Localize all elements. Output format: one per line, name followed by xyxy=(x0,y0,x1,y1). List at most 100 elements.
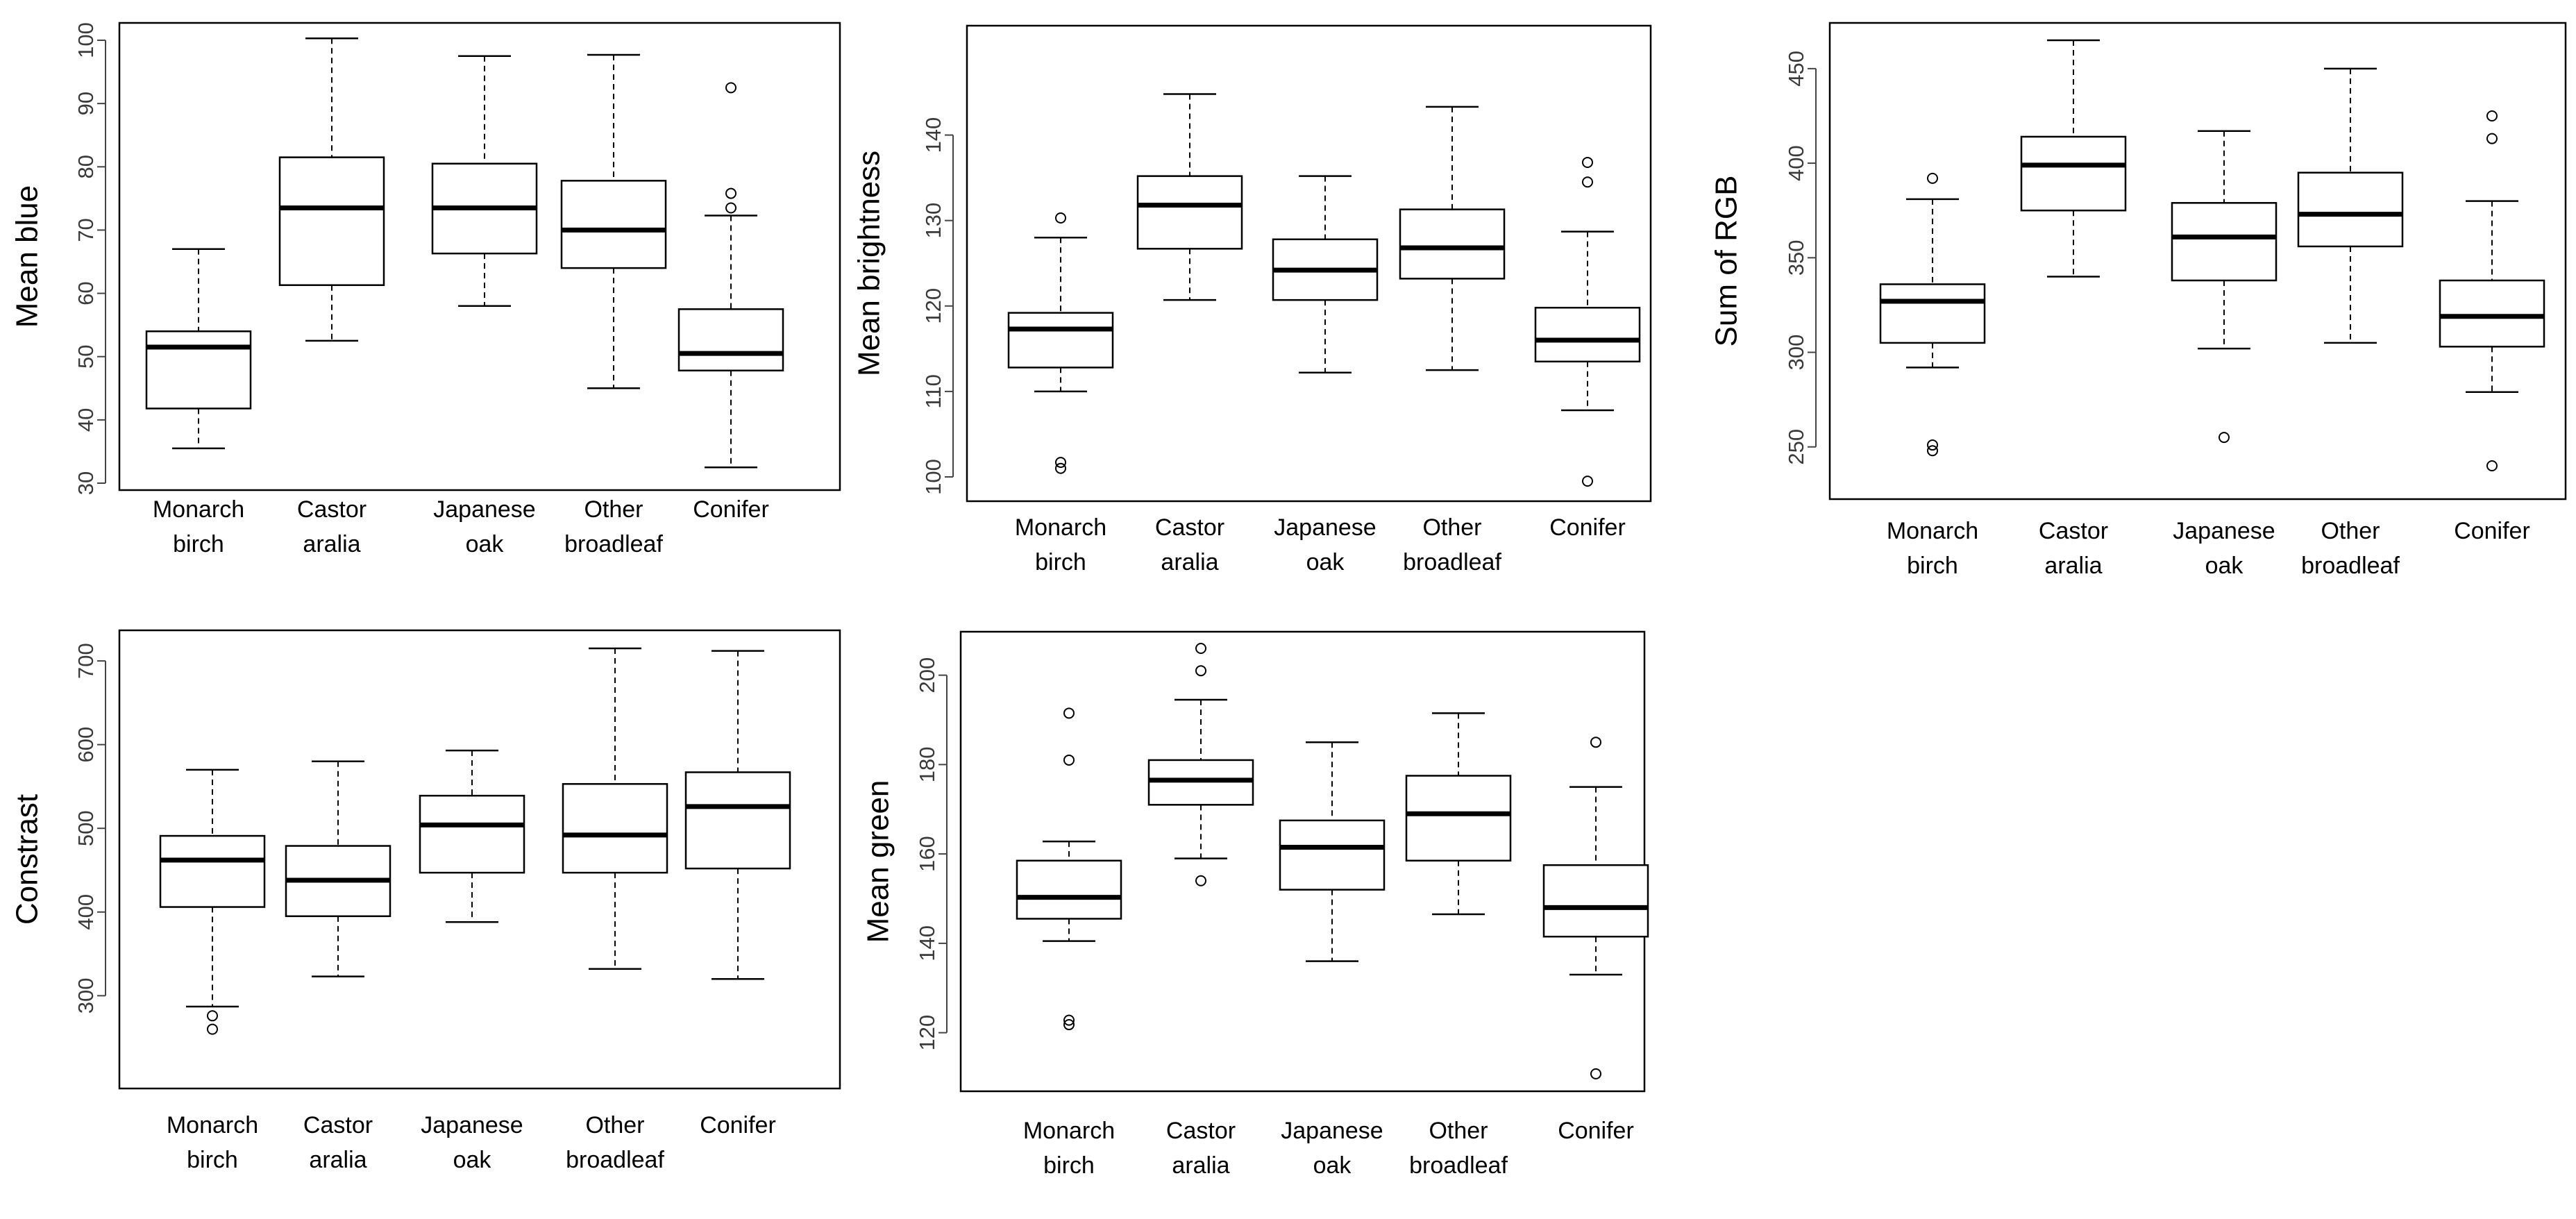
category-label: aralia xyxy=(309,1147,367,1173)
outlier-point xyxy=(2219,432,2230,444)
outlier-point xyxy=(207,1010,218,1022)
y-tick-label: 180 xyxy=(915,747,939,783)
category-label: Other xyxy=(1422,514,1481,541)
box-iqr xyxy=(562,783,668,874)
plot-frame xyxy=(1828,22,2567,501)
category-label: Other xyxy=(585,1112,644,1138)
category-label: Conifer xyxy=(1549,514,1626,541)
panel-sum-of-rgb: 250 300 350 400 450 Sum of RGB Monarch birch Cas… xyxy=(1710,22,2567,579)
box-iqr xyxy=(278,156,385,286)
box-iqr xyxy=(677,308,784,372)
category-label: Japanese xyxy=(421,1112,523,1138)
y-axis-title: Constrast xyxy=(10,794,44,925)
y-tick-label: 50 xyxy=(74,344,98,368)
y-tick-label: 40 xyxy=(74,408,98,432)
category-label: birch xyxy=(1035,549,1086,575)
y-tick-label: 140 xyxy=(921,117,945,153)
category-label: Other xyxy=(1429,1118,1488,1144)
outlier-point xyxy=(1927,172,1938,184)
outlier-point xyxy=(1063,1019,1075,1031)
y-tick-label: 300 xyxy=(1784,335,1808,371)
y-tick-label: 120 xyxy=(915,1015,939,1051)
outlier-point xyxy=(1063,707,1075,719)
box-iqr xyxy=(2439,279,2545,348)
category-label: Castor xyxy=(303,1112,373,1138)
y-axis-title: Mean blue xyxy=(10,185,44,328)
y-tick-label: 600 xyxy=(74,727,98,763)
y-tick-label: 140 xyxy=(915,925,939,961)
category-label: Japanese xyxy=(2173,518,2275,544)
outlier-point xyxy=(1582,176,1593,188)
category-label: Conifer xyxy=(693,496,769,523)
category-label: birch xyxy=(1043,1152,1095,1179)
category-label: Monarch xyxy=(1023,1118,1115,1144)
category-label: oak xyxy=(1313,1152,1352,1179)
category-label: Monarch xyxy=(1887,518,1978,544)
outlier-point xyxy=(725,187,736,199)
y-tick-label: 400 xyxy=(1784,145,1808,181)
outlier-point xyxy=(1195,875,1206,886)
outlier-point xyxy=(2486,110,2498,121)
category-label: Castor xyxy=(1155,514,1224,541)
y-tick-label: 160 xyxy=(915,836,939,872)
y-tick-label: 350 xyxy=(1784,239,1808,276)
y-tick-label: 700 xyxy=(74,643,98,679)
outlier-point xyxy=(2486,460,2498,471)
outlier-point xyxy=(1195,643,1206,654)
y-tick-label: 250 xyxy=(1784,429,1808,465)
panel-mean-brightness: 100 110 120 130 140 Mean brightness Monarch bir… xyxy=(852,24,1652,575)
box-iqr xyxy=(1279,819,1386,891)
y-tick-label: 80 xyxy=(74,155,98,178)
category-label: oak xyxy=(1306,549,1345,575)
outlier-point xyxy=(1195,665,1206,677)
category-label: broadleaf xyxy=(566,1147,664,1173)
y-tick-label: 500 xyxy=(74,810,98,846)
plot-frame xyxy=(966,24,1652,503)
y-tick-label: 90 xyxy=(74,92,98,115)
y-axis-title: Mean brightness xyxy=(852,151,886,376)
category-label: broadleaf xyxy=(2301,553,2400,579)
box-iqr xyxy=(159,834,266,908)
box-iqr xyxy=(1399,208,1506,280)
box-iqr xyxy=(684,771,791,870)
y-tick-label: 110 xyxy=(921,374,945,408)
box-iqr xyxy=(1405,775,1512,862)
category-label: oak xyxy=(453,1147,492,1173)
y-tick-label: 70 xyxy=(74,218,98,242)
box-iqr xyxy=(2171,202,2278,282)
box-iqr xyxy=(1136,175,1243,250)
outlier-point xyxy=(725,82,736,94)
box-iqr xyxy=(1016,859,1122,920)
y-tick-label: 60 xyxy=(74,281,98,305)
y-tick-label: 400 xyxy=(74,894,98,930)
category-label: aralia xyxy=(1161,549,1218,575)
y-tick-label: 300 xyxy=(74,977,98,1014)
plot-frame xyxy=(118,629,841,1090)
category-label: Japanese xyxy=(1274,514,1376,541)
category-label: Monarch xyxy=(153,496,244,523)
panel-mean-blue: 30 40 50 60 70 80 90 100 Mean blue Monarch birch Ca… xyxy=(10,22,841,557)
box-iqr xyxy=(1542,864,1649,938)
category-label: oak xyxy=(466,531,505,557)
box-iqr xyxy=(1534,306,1641,363)
outlier-point xyxy=(1055,462,1066,474)
outlier-point xyxy=(1927,445,1938,457)
plot-frame xyxy=(118,22,841,491)
y-tick-label: 450 xyxy=(1784,51,1808,87)
box-iqr xyxy=(2297,171,2404,248)
category-label: broadleaf xyxy=(1409,1152,1508,1179)
box-iqr xyxy=(145,330,252,410)
y-tick-label: 130 xyxy=(921,203,945,239)
category-label: aralia xyxy=(2044,553,2102,579)
category-label: aralia xyxy=(303,531,360,557)
outlier-point xyxy=(2486,133,2498,144)
panel-mean-green: 120 140 160 180 200 Mean green Monarch birch Cas… xyxy=(861,630,1649,1179)
category-label: Japanese xyxy=(433,496,535,523)
y-axis-title: Sum of RGB xyxy=(1710,176,1744,347)
category-label: Monarch xyxy=(167,1112,258,1138)
outlier-point xyxy=(1590,737,1601,748)
category-label: Other xyxy=(584,496,643,523)
outlier-point xyxy=(1063,754,1075,766)
box-iqr xyxy=(1007,312,1114,369)
category-label: birch xyxy=(187,1147,238,1173)
